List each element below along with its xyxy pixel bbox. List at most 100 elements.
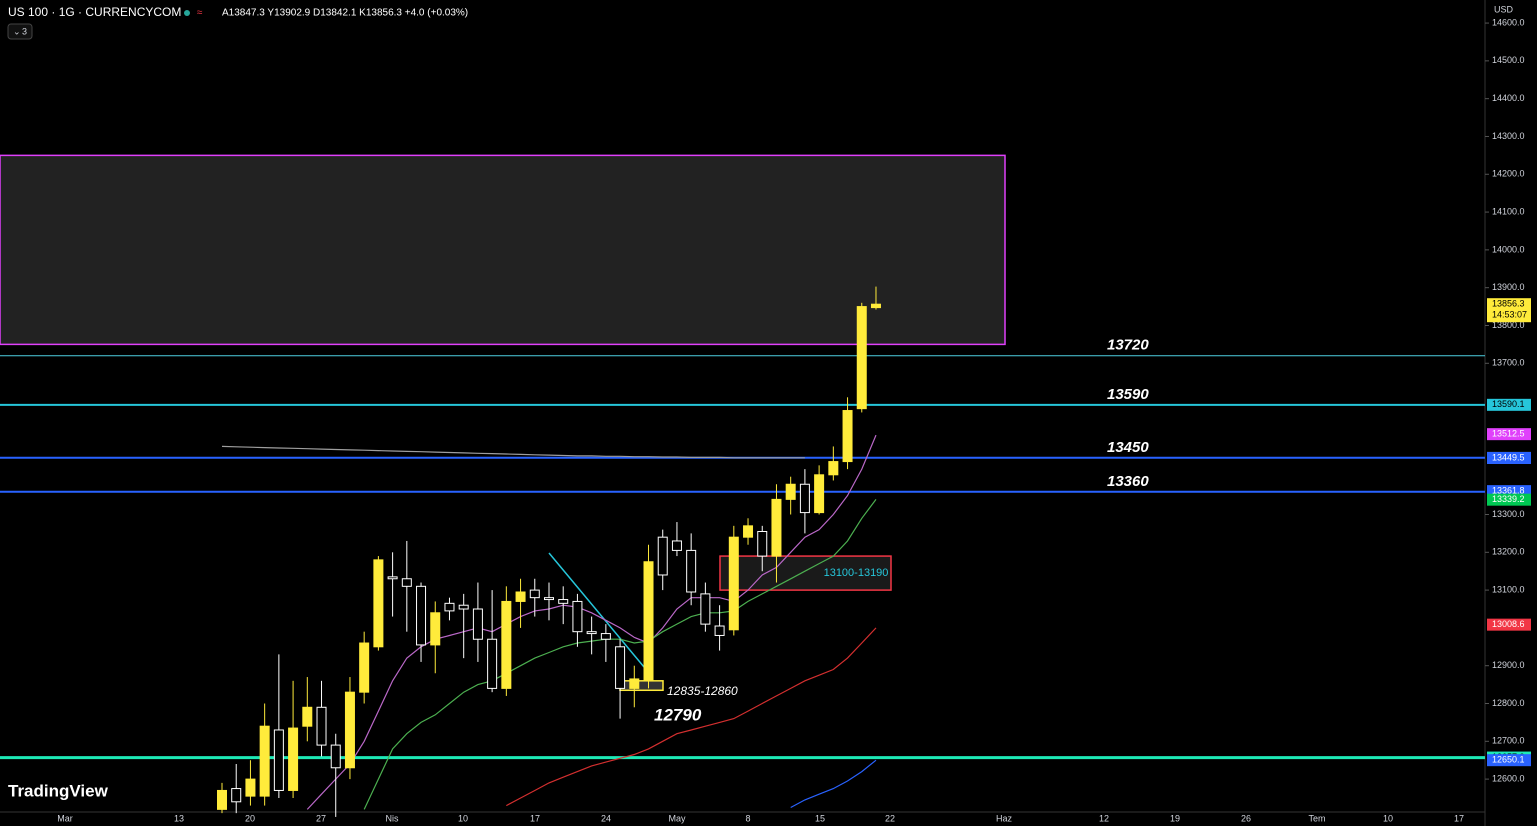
candle-body	[373, 559, 384, 648]
price-tag-label: 13449.5	[1492, 452, 1525, 462]
candle-body	[401, 578, 412, 587]
candle-body	[259, 725, 270, 797]
candle-body	[771, 498, 782, 557]
zone-label: 12835-12860	[667, 684, 738, 698]
status-dot	[184, 10, 190, 16]
ohlc-header: A13847.3 Y13902.9 D13842.1 K13856.3 +4.0…	[222, 8, 468, 19]
brand: TradingView	[8, 781, 109, 800]
y-tick-label: 14300.0	[1492, 131, 1525, 141]
candle-body	[472, 608, 483, 640]
price-tag	[1487, 398, 1531, 411]
candle-body	[316, 706, 327, 746]
candle-body	[743, 525, 754, 538]
trend-line	[548, 552, 650, 674]
price-tag-timer: 14:53:07	[1492, 310, 1527, 320]
x-tick-label: 8	[745, 813, 750, 823]
candle-body	[501, 600, 512, 689]
candle-body	[444, 602, 455, 612]
x-tick-label: May	[668, 813, 686, 823]
candle-body	[842, 410, 853, 463]
candle-body	[615, 646, 626, 689]
price-tag-label: 13856.3	[1492, 299, 1525, 309]
candle-body	[245, 778, 256, 797]
zone-label: 13100-13190	[824, 567, 889, 579]
y-tick-label: 14500.0	[1492, 55, 1525, 65]
candle-body	[387, 576, 398, 580]
y-tick-label: 13700.0	[1492, 358, 1525, 368]
x-tick-label: Haz	[996, 813, 1013, 823]
candle-body	[416, 585, 427, 646]
candle-body	[657, 536, 668, 576]
x-tick-label: Mar	[57, 813, 73, 823]
price-tag	[1487, 451, 1531, 464]
status-icon: ≈	[197, 8, 203, 19]
currency[interactable]: USD	[1494, 4, 1514, 14]
price-tag	[1487, 618, 1531, 631]
candle-body	[288, 727, 299, 791]
candle-body	[458, 604, 469, 610]
candle-body	[828, 461, 839, 476]
y-tick-label: 13300.0	[1492, 509, 1525, 519]
x-tick-label: 27	[316, 813, 326, 823]
x-tick-label: 19	[1170, 813, 1180, 823]
candle-body	[558, 599, 569, 604]
candle-body	[217, 789, 227, 810]
candle-body	[344, 691, 355, 769]
x-tick-label: 12	[1099, 813, 1109, 823]
candle-body	[700, 593, 711, 625]
ma-line	[306, 434, 877, 810]
level-label: 13590	[1107, 386, 1149, 403]
candle-body	[273, 729, 284, 791]
y-tick-label: 14000.0	[1492, 244, 1525, 254]
price-tag-label: 13361.8	[1492, 486, 1525, 496]
price-tag-label: 13590.1	[1492, 399, 1525, 409]
x-tick-label: 15	[815, 813, 825, 823]
candle-body	[330, 744, 341, 769]
candle-body	[600, 633, 611, 640]
candle-body	[856, 306, 867, 410]
indicator-toggle[interactable]	[7, 23, 33, 40]
x-tick-label: 24	[601, 813, 611, 823]
y-tick-label: 13800.0	[1492, 320, 1525, 330]
candle-body	[714, 625, 725, 636]
y-tick-label: 12600.0	[1492, 773, 1525, 783]
price-tag	[1487, 493, 1531, 506]
price-tag	[1487, 754, 1531, 767]
candle-body	[430, 612, 441, 646]
x-tick-label: 22	[885, 813, 895, 823]
y-tick-label: 12800.0	[1492, 698, 1525, 708]
level-label: 13450	[1107, 439, 1149, 456]
candle-body	[302, 706, 313, 727]
candle-body	[728, 536, 739, 631]
x-tick-label: 17	[530, 813, 540, 823]
candle-body	[643, 561, 654, 682]
price-tag-label: 12650.1	[1492, 755, 1525, 765]
candle-body	[671, 540, 682, 551]
chevron: ⌄	[13, 26, 21, 36]
y-tick-label: 14400.0	[1492, 93, 1525, 103]
candle-body	[586, 631, 597, 635]
zone	[619, 680, 664, 692]
price-tag-label: 13339.2	[1492, 494, 1525, 504]
indicator-count: 3	[22, 26, 27, 36]
candle-body	[629, 678, 640, 689]
candle-body	[359, 642, 370, 693]
ma-line	[790, 759, 877, 809]
candle-body	[231, 788, 242, 803]
candle-body	[757, 531, 768, 557]
y-tick-label: 14100.0	[1492, 206, 1525, 216]
level-label: 13360	[1107, 473, 1149, 490]
candle-body	[785, 483, 796, 500]
candle-body	[814, 474, 825, 514]
candle-body	[529, 589, 540, 599]
x-tick-label: 17	[1454, 813, 1464, 823]
y-tick-label: 13200.0	[1492, 547, 1525, 557]
x-tick-label: 26	[1241, 813, 1251, 823]
candle-body	[799, 483, 810, 514]
x-tick-label: 20	[245, 813, 255, 823]
y-tick-label: 13900.0	[1492, 282, 1525, 292]
candle-body	[686, 549, 697, 593]
ma-line	[221, 445, 805, 459]
level-label: 13720	[1107, 337, 1149, 354]
